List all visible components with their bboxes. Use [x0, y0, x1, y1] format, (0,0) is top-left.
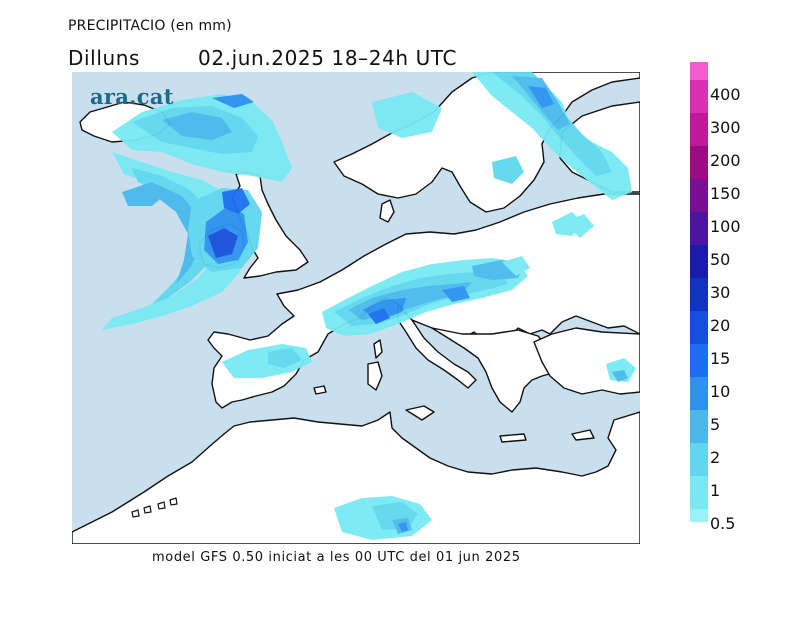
model-caption: model GFS 0.50 iniciat a les 00 UTC del …: [152, 550, 521, 565]
legend-label-10: 10: [710, 382, 731, 401]
legend-swatch-10: [690, 377, 708, 410]
legend-swatch-5: [690, 410, 708, 443]
legend-label-15: 15: [710, 349, 731, 368]
legend-label-1: 1: [710, 481, 721, 500]
legend-label-5: 5: [710, 415, 721, 434]
legend-swatch-150: [690, 179, 708, 212]
aracat-logo: ara.cat: [90, 84, 174, 109]
legend-swatch-200: [690, 146, 708, 179]
legend-swatch-20: [690, 311, 708, 344]
legend-label-2: 2: [710, 448, 721, 467]
italy: [397, 305, 477, 389]
legend-swatch-2: [690, 443, 708, 476]
legend-label-300: 300: [710, 118, 741, 137]
north-africa: [72, 411, 640, 544]
cyprus: [571, 429, 595, 441]
legend-swatch-30: [690, 278, 708, 311]
legend-swatch-15: [690, 344, 708, 377]
chart-title: PRECIPITACIO (en mm): [68, 18, 232, 34]
legend-label-200: 200: [710, 151, 741, 170]
legend-swatch-400: [690, 80, 708, 113]
sardinia: [367, 361, 383, 391]
day-label: Dilluns: [68, 46, 141, 70]
legend-label-30: 30: [710, 283, 731, 302]
legend-swatch-top: [690, 62, 708, 80]
mallorca: [313, 385, 327, 395]
legend-swatch-100: [690, 212, 708, 245]
legend-swatch-0-5: [690, 509, 708, 522]
sicily: [405, 405, 435, 421]
corsica: [373, 339, 383, 359]
precipitation-map: [72, 72, 640, 544]
legend-label-0-5: 0.5: [710, 514, 736, 533]
date-range: 02.jun.2025 18–24h UTC: [198, 46, 458, 70]
legend-label-50: 50: [710, 250, 731, 269]
precipitation-layer: [102, 72, 636, 540]
crete: [499, 433, 527, 443]
legend-swatch-50: [690, 245, 708, 278]
canary-islands: [131, 497, 178, 518]
legend-label-100: 100: [710, 217, 741, 236]
denmark: [379, 199, 395, 223]
legend-swatch-300: [690, 113, 708, 146]
legend-label-20: 20: [710, 316, 731, 335]
legend-swatch-1: [690, 476, 708, 509]
forecast-period: Dilluns 02.jun.2025 18–24h UTC: [68, 46, 457, 70]
legend-label-150: 150: [710, 184, 741, 203]
legend-label-400: 400: [710, 85, 741, 104]
